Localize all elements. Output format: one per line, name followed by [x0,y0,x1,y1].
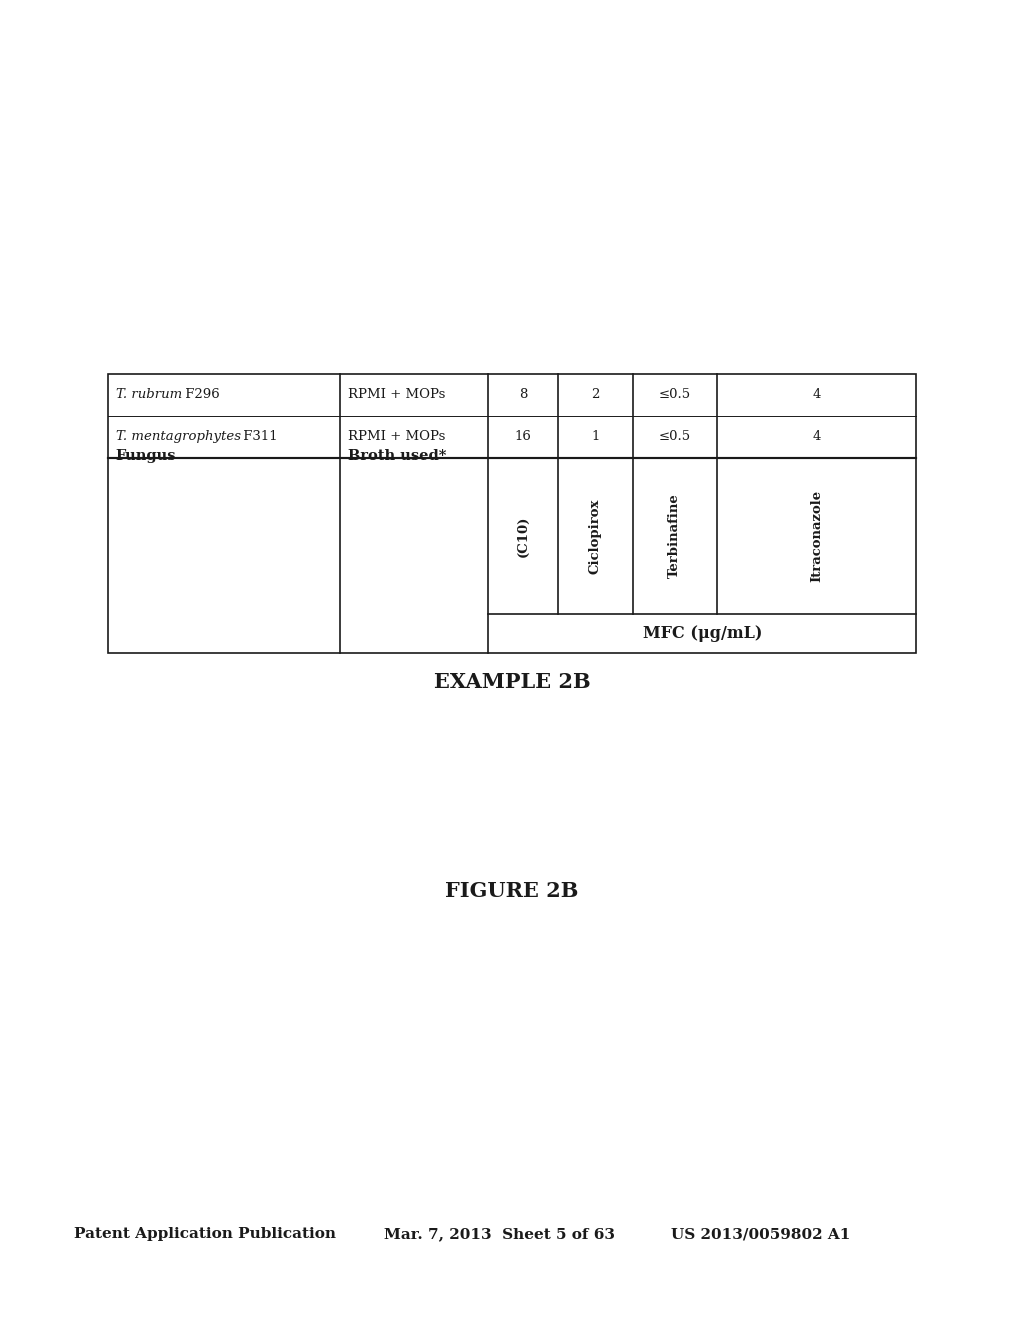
Text: Terbinafine: Terbinafine [669,494,681,578]
Text: Mar. 7, 2013  Sheet 5 of 63: Mar. 7, 2013 Sheet 5 of 63 [384,1228,615,1241]
Text: MFC (μg/mL): MFC (μg/mL) [643,626,762,642]
Text: Patent Application Publication: Patent Application Publication [74,1228,336,1241]
Text: 1: 1 [591,430,600,444]
Text: EXAMPLE 2B: EXAMPLE 2B [434,672,590,693]
Text: 16: 16 [515,430,531,444]
Text: Itraconazole: Itraconazole [810,490,823,582]
Text: RPMI + MOPs: RPMI + MOPs [348,388,445,401]
Text: Fungus: Fungus [116,449,176,463]
Text: 4: 4 [812,388,821,401]
Text: 2: 2 [591,388,600,401]
Text: FIGURE 2B: FIGURE 2B [445,880,579,902]
Text: F311: F311 [239,430,278,444]
Text: 4: 4 [812,430,821,444]
Text: F296: F296 [181,388,220,401]
Text: US 2013/0059802 A1: US 2013/0059802 A1 [671,1228,850,1241]
Text: T. mentagrophytes: T. mentagrophytes [116,430,241,444]
Bar [108,374,916,653]
Text: Broth used*: Broth used* [348,449,446,463]
Text: T. rubrum: T. rubrum [116,388,182,401]
Text: ≤0.5: ≤0.5 [658,388,691,401]
Text: RPMI + MOPs: RPMI + MOPs [348,430,445,444]
Text: 8: 8 [519,388,527,401]
Text: ≤0.5: ≤0.5 [658,430,691,444]
Text: Ciclopirox: Ciclopirox [589,498,602,574]
Text: (C10): (C10) [517,515,529,557]
